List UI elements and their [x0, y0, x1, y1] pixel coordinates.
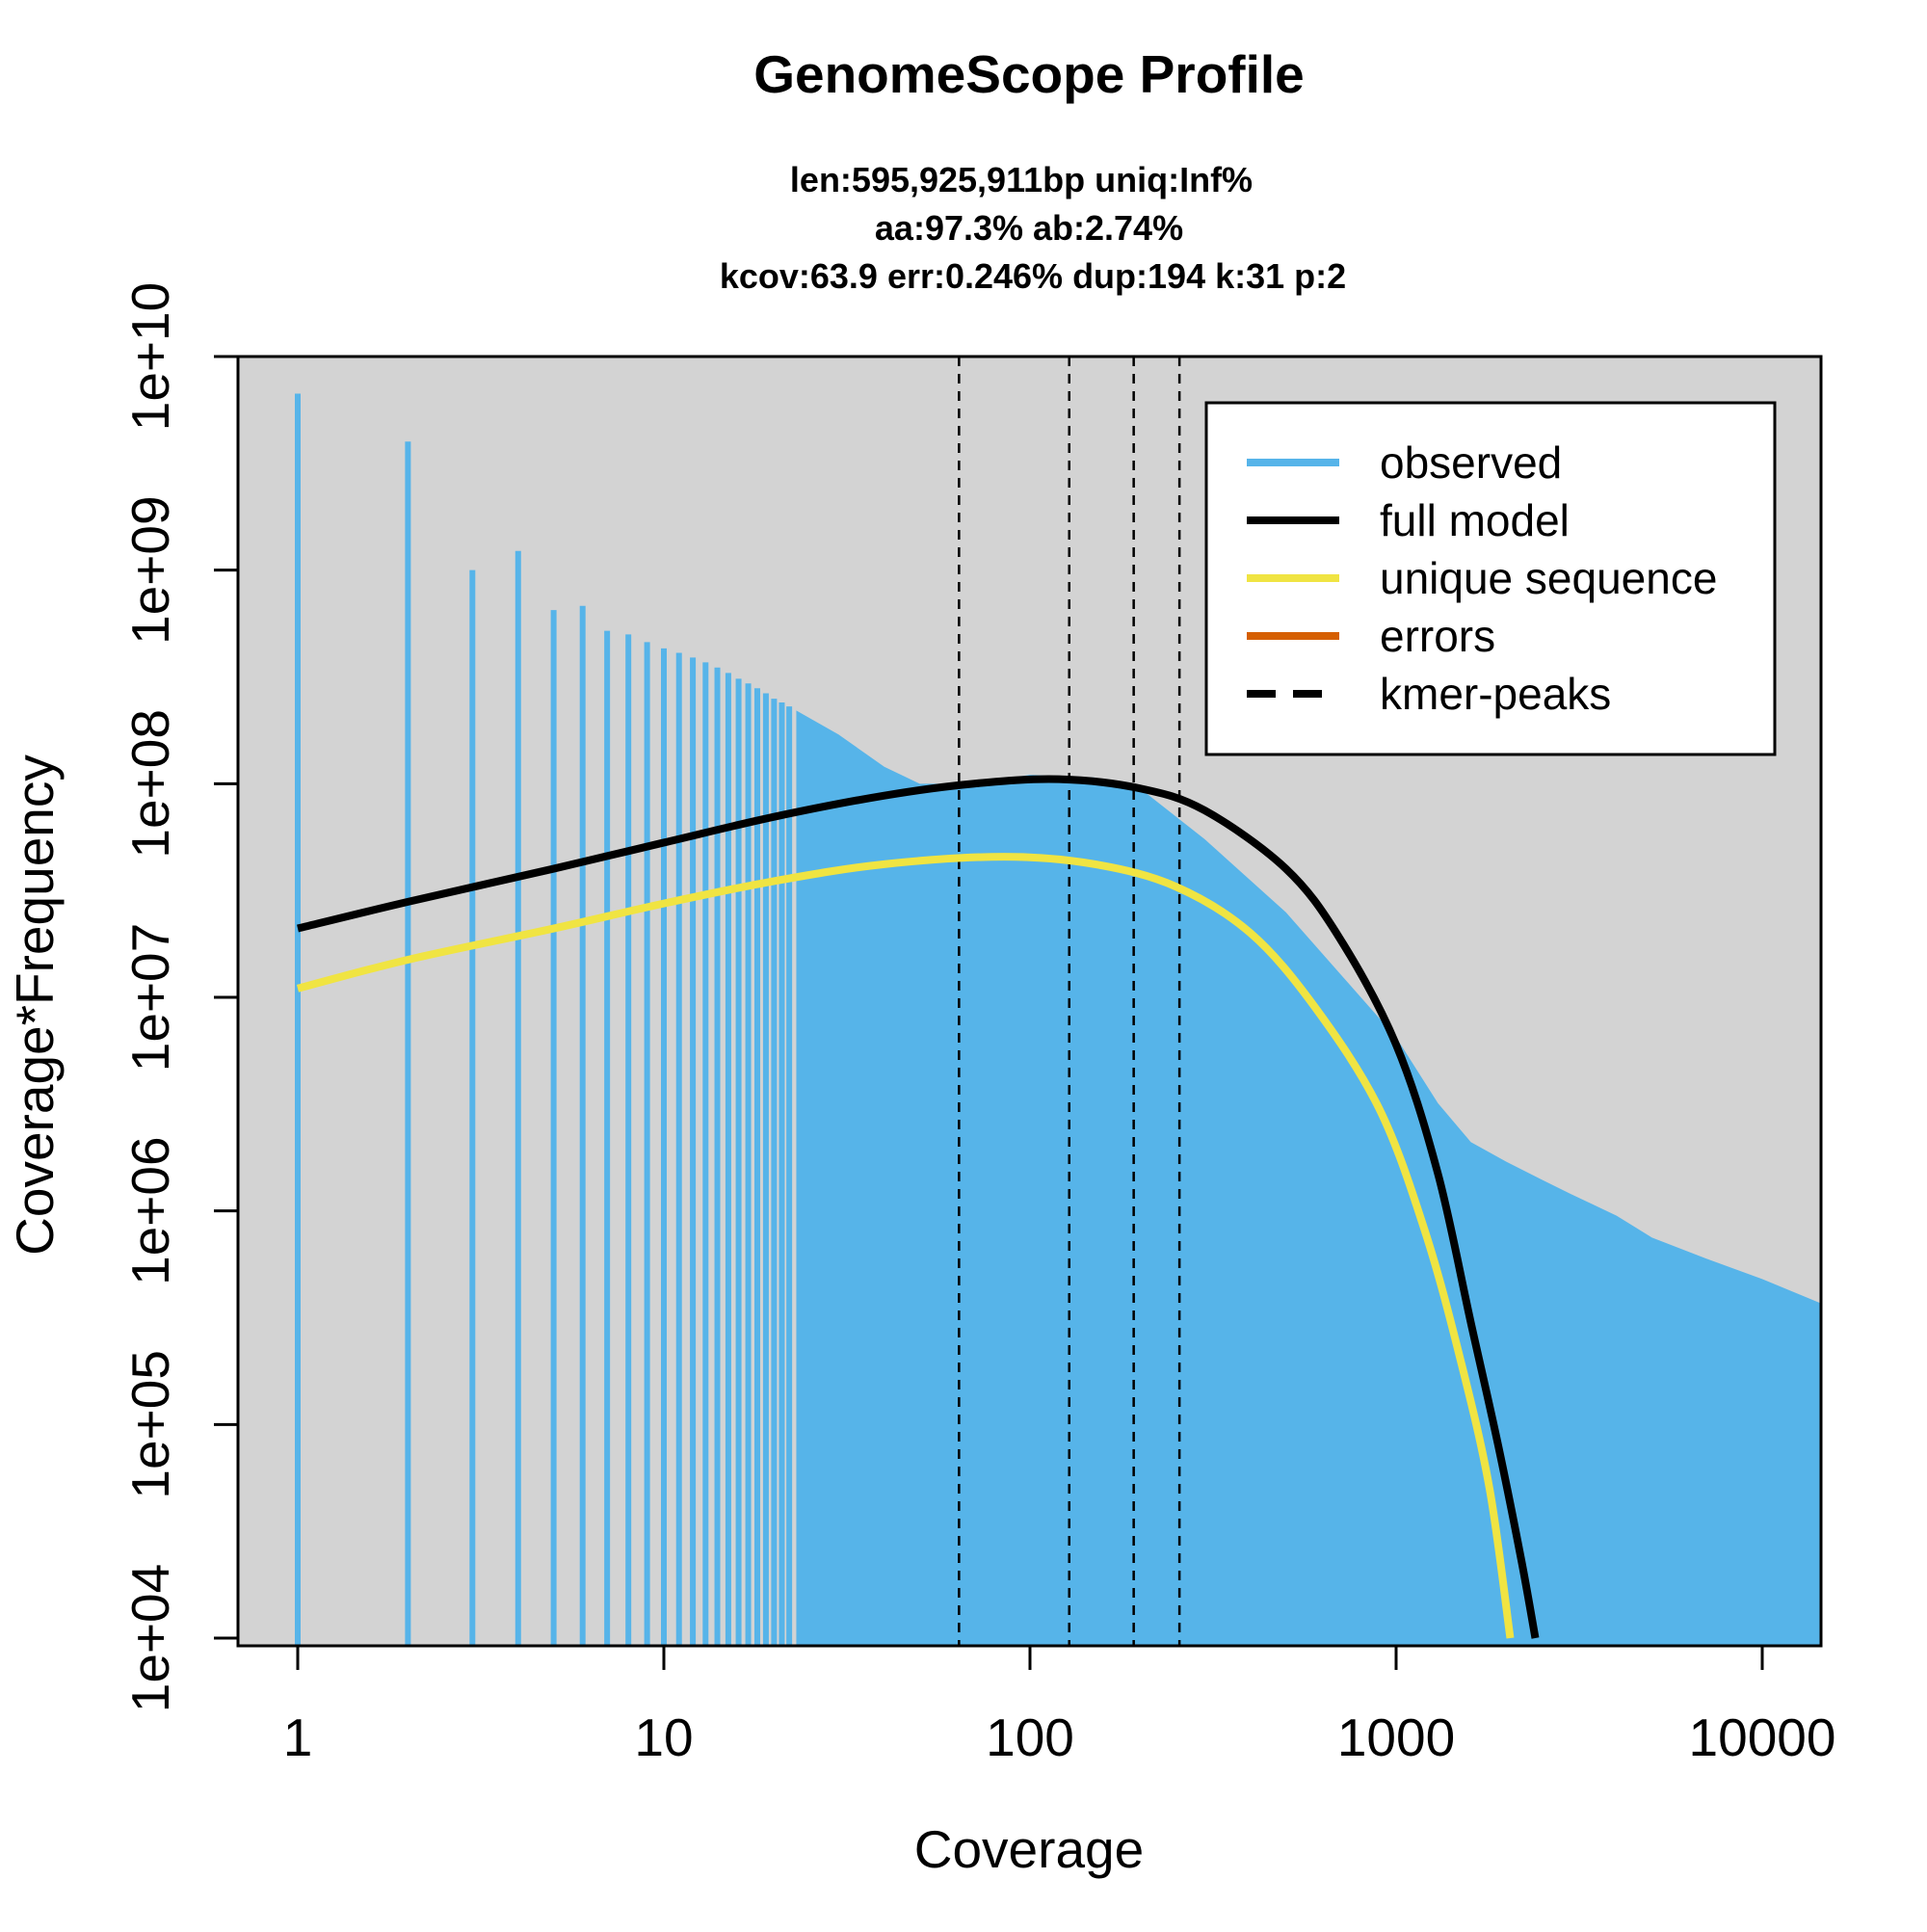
y-tick-label: 1e+09: [120, 495, 180, 644]
y-tick-label: 1e+07: [120, 923, 180, 1072]
series-full-model: [297, 775, 1540, 1639]
y-tick-label: 1e+05: [120, 1350, 180, 1498]
y-tick-label: 1e+06: [120, 1136, 180, 1284]
observed-area: [796, 710, 1821, 1646]
x-tick-label: 1: [283, 1707, 313, 1767]
plot-content: [295, 357, 1821, 1646]
y-tick-label: 1e+04: [120, 1564, 180, 1712]
y-axis-label: Coverage*Frequency: [5, 754, 65, 1256]
legend-entry: observed: [1380, 437, 1562, 488]
axes: 1 10 100 1000 10000 1e+04 1e+05 1e+06 1e+07 1e+08…: [120, 282, 1835, 1767]
legend-entry: errors: [1380, 611, 1495, 661]
x-tick-label: 10000: [1689, 1707, 1836, 1767]
legend-entry: full model: [1380, 495, 1570, 545]
chart-subtitle-line-2: aa:97.3% ab:2.74%: [875, 208, 1183, 248]
x-axis-label: Coverage: [914, 1819, 1144, 1879]
x-tick-label: 1000: [1337, 1707, 1455, 1767]
chart-subtitle-line-3: kcov:63.9 err:0.246% dup:194 k:31 p:2: [720, 256, 1346, 296]
chart-subtitle-line-1: len:595,925,911bp uniq:Inf%: [790, 160, 1253, 199]
legend-entry: kmer-peaks: [1380, 669, 1611, 719]
x-tick-label: 10: [634, 1707, 693, 1767]
legend: observed full model unique sequence errors k…: [1204, 401, 1777, 756]
y-tick-label: 1e+10: [120, 282, 180, 431]
x-tick-label: 100: [986, 1707, 1074, 1767]
legend-entry: unique sequence: [1380, 553, 1717, 603]
chart-title: GenomeScope Profile: [753, 44, 1305, 104]
y-tick-label: 1e+08: [120, 709, 180, 858]
series-unique-sequence: [296, 853, 1515, 1639]
